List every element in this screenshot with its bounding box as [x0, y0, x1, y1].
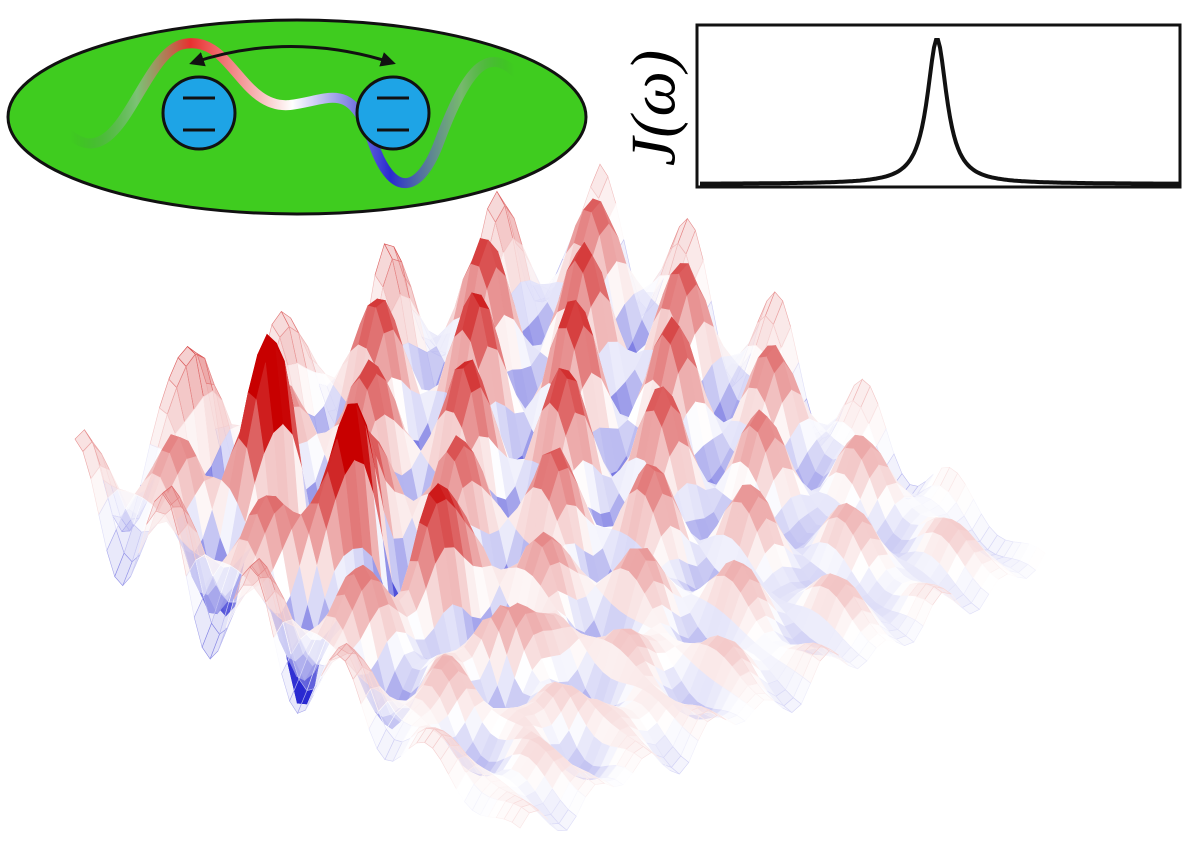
surface-patch	[511, 806, 530, 829]
qubit-left	[161, 75, 237, 151]
coupling-arrow	[189, 45, 396, 67]
spectral-box	[695, 23, 1182, 189]
spectral-curve	[700, 38, 1180, 186]
mode-wave	[65, 38, 520, 189]
surface	[74, 163, 1046, 831]
qubit-right	[355, 75, 431, 151]
y-axis-label: J(ω)	[618, 50, 689, 166]
environment-ellipse	[6, 18, 588, 216]
